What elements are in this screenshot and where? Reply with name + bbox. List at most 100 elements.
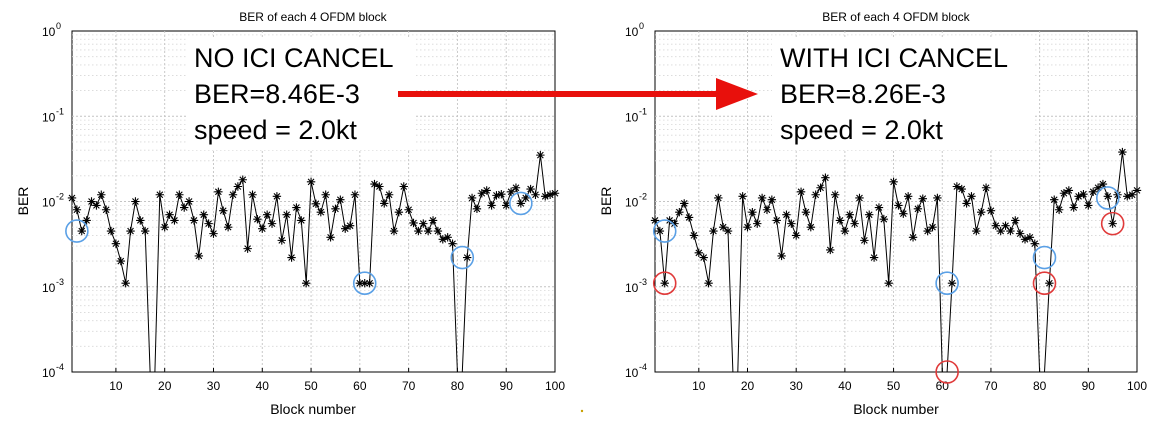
data-point-marker <box>874 203 884 212</box>
data-point-marker <box>860 236 869 245</box>
x-tick-label: 70 <box>402 379 416 393</box>
data-point-marker <box>355 279 365 288</box>
data-point-marker <box>865 210 874 219</box>
data-point-marker <box>723 226 733 236</box>
data-point-marker <box>116 256 125 266</box>
x-axis-ticks: 10 20 30 40 50 60 70 80 90 100 <box>109 379 565 393</box>
data-point-marker <box>228 190 238 199</box>
data-point-marker <box>541 192 550 201</box>
data-point-marker <box>77 226 86 236</box>
svg-text:-3: -3 <box>639 277 647 287</box>
data-point-marker <box>928 222 937 232</box>
annotation-speed: speed = 2.0kt <box>194 115 357 145</box>
data-point-marker <box>126 226 135 236</box>
data-point-marker <box>753 219 762 228</box>
data-point-marker <box>341 224 350 233</box>
y-tick-label: 10 -2 <box>625 192 647 210</box>
data-point-marker <box>497 189 506 199</box>
data-point-marker <box>175 190 184 199</box>
data-point-marker <box>267 219 277 228</box>
svg-text:-3: -3 <box>56 277 64 287</box>
svg-text:-1: -1 <box>639 106 647 116</box>
data-point-marker <box>1011 216 1020 225</box>
data-point-marker <box>194 251 204 261</box>
annotation-mode: WITH ICI CANCEL <box>780 43 1008 73</box>
data-point-marker <box>704 279 713 288</box>
data-point-marker <box>1074 192 1083 201</box>
data-point-marker <box>1103 192 1112 201</box>
data-point-marker <box>165 210 174 219</box>
data-point-marker <box>243 244 252 253</box>
data-point-marker <box>913 204 923 214</box>
data-point-marker <box>506 187 516 196</box>
data-point-marker <box>918 194 927 203</box>
data-point-marker <box>204 219 213 228</box>
data-point-marker <box>467 193 477 203</box>
data-point-marker <box>272 192 282 201</box>
data-point-marker <box>92 201 101 210</box>
data-point-marker <box>277 236 286 245</box>
svg-text:0: 0 <box>56 21 61 31</box>
x-tick-label: 20 <box>158 379 172 393</box>
data-point-marker <box>477 189 487 198</box>
data-point-marker <box>423 226 433 236</box>
data-point-marker <box>821 173 830 182</box>
data-point-marker <box>311 199 321 208</box>
data-point-marker <box>336 195 345 204</box>
data-point-marker <box>962 199 971 208</box>
annotation-ber: BER=8.26E-3 <box>780 79 946 109</box>
x-tick-label: 80 <box>451 379 465 393</box>
data-point-marker <box>321 190 330 199</box>
annotation-box: NO ICI CANCEL BER=8.46E-3 speed = 2.0kt <box>186 38 416 150</box>
data-point-marker <box>409 218 418 228</box>
data-point-marker <box>360 279 369 288</box>
svg-text:10: 10 <box>625 366 639 380</box>
data-point-marker <box>650 216 660 225</box>
annotation-mode: NO ICI CANCEL <box>194 43 394 73</box>
svg-text:-2: -2 <box>56 192 64 202</box>
data-point-marker <box>219 206 228 215</box>
data-point-marker <box>869 253 879 262</box>
y-axis-label: BER <box>598 187 614 216</box>
x-axis-ticks: 10 20 30 40 50 60 70 80 90 100 <box>692 379 1147 393</box>
x-axis-label: Block number <box>853 401 939 417</box>
data-point-marker <box>967 192 976 201</box>
data-point-marker <box>282 210 291 219</box>
data-point-marker <box>738 192 747 201</box>
data-point-marker <box>184 197 194 206</box>
svg-text:10: 10 <box>42 281 56 295</box>
ber-series <box>650 147 1142 373</box>
series-line <box>71 155 556 373</box>
data-point-marker <box>365 279 374 288</box>
data-point-marker <box>811 190 820 199</box>
y-axis-ticks: 10 0 10 -1 10 -2 10 -3 10 -4 <box>42 21 64 380</box>
data-point-marker <box>297 216 306 225</box>
highlight-circles <box>65 191 533 296</box>
x-tick-label: 90 <box>500 379 514 393</box>
data-point-marker <box>97 190 106 199</box>
data-point-marker <box>462 253 472 262</box>
x-tick-label: 100 <box>545 379 565 393</box>
data-point-marker <box>419 219 428 228</box>
data-point-marker <box>1045 279 1054 288</box>
data-point-marker <box>253 214 262 224</box>
data-point-marker <box>472 204 482 214</box>
data-point-marker <box>1006 226 1015 236</box>
data-point-marker <box>791 231 801 240</box>
data-point-marker <box>87 197 96 206</box>
x-axis-label: Block number <box>270 401 356 417</box>
data-point-marker <box>248 190 257 199</box>
annotation-background <box>772 38 1034 150</box>
data-point-marker <box>835 216 845 225</box>
y-axis-ticks: 10 0 10 -1 10 -2 10 -3 10 -4 <box>625 21 647 380</box>
data-point-marker <box>1069 203 1078 212</box>
y-tick-label: 10 -3 <box>42 277 64 295</box>
blue-highlight-circle <box>450 245 475 270</box>
data-point-marker <box>977 207 986 217</box>
data-point-marker <box>952 182 962 191</box>
data-point-marker <box>714 193 723 203</box>
data-point-marker <box>947 279 957 288</box>
series-line <box>654 152 1138 373</box>
data-point-marker <box>826 245 835 255</box>
x-tick-label: 10 <box>692 379 706 393</box>
